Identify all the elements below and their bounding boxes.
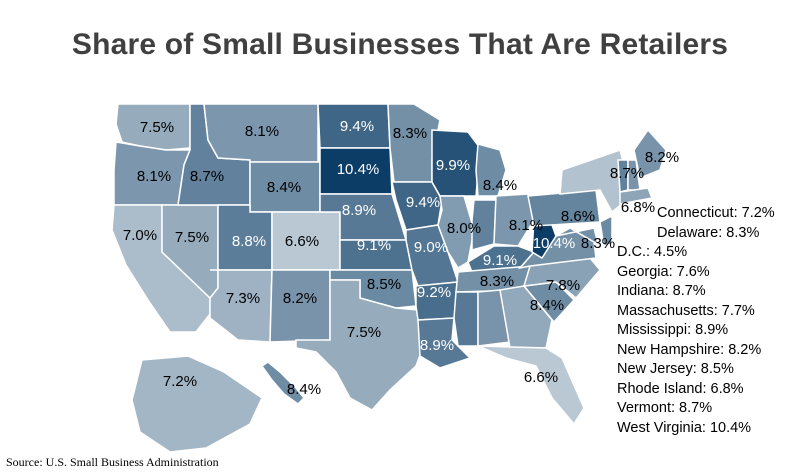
state-label-mt: 8.1% bbox=[245, 123, 279, 140]
state-oh bbox=[493, 193, 535, 247]
state-tx bbox=[295, 279, 429, 411]
state-ga bbox=[499, 285, 553, 349]
state-label-tn: 8.3% bbox=[480, 273, 514, 290]
state-md bbox=[555, 227, 600, 246]
small-state-entry: New Jersey: 8.5% bbox=[617, 361, 734, 377]
state-label-wi: 9.9% bbox=[436, 157, 470, 174]
state-label-ar: 9.2% bbox=[417, 284, 451, 301]
small-state-entry: Vermont: 8.7% bbox=[617, 400, 713, 416]
state-label-va: 8.3% bbox=[581, 235, 615, 252]
state-label-mo: 9.0% bbox=[414, 239, 448, 256]
small-state-entry: Delaware: 8.3% bbox=[657, 224, 760, 241]
state-label-ok: 8.5% bbox=[367, 276, 401, 293]
state-label-ca: 7.0% bbox=[123, 227, 157, 244]
state-me bbox=[633, 128, 667, 180]
state-label-az: 7.3% bbox=[226, 290, 260, 307]
state-nj bbox=[599, 214, 613, 247]
small-state-entry: Massachusetts: 7.7% bbox=[617, 302, 755, 319]
state-label-wv: 10.4% bbox=[533, 235, 576, 252]
state-label-ks: 9.1% bbox=[357, 237, 391, 254]
state-label-wa: 7.5% bbox=[140, 119, 174, 136]
small-state-list: Connecticut: 7.2% Delaware: 8.3% D.C.: 4.5… bbox=[617, 204, 775, 438]
state-label-fl: 6.6% bbox=[524, 369, 558, 386]
state-va bbox=[517, 227, 597, 270]
state-fl bbox=[477, 345, 585, 426]
state-in bbox=[471, 199, 497, 251]
state-label-nv: 7.5% bbox=[175, 229, 209, 246]
state-label-ak: 7.2% bbox=[163, 373, 197, 390]
state-label-nc: 7.8% bbox=[546, 277, 580, 294]
state-label-sc: 8.4% bbox=[530, 297, 564, 314]
state-label-ut: 8.8% bbox=[232, 233, 266, 250]
state-label-pa: 8.6% bbox=[561, 208, 595, 225]
state-label-wy: 8.4% bbox=[267, 179, 301, 196]
state-label-mn: 8.3% bbox=[393, 125, 427, 142]
small-state-entry: New Hampshire: 8.2% bbox=[617, 341, 762, 358]
small-state-entry: Indiana: 8.7% bbox=[617, 283, 706, 299]
state-il bbox=[437, 195, 475, 270]
small-state-entry: Rhode Island: 6.8% bbox=[617, 380, 744, 397]
state-label-me: 8.2% bbox=[645, 149, 679, 166]
small-state-entry: Connecticut: 7.2% bbox=[657, 205, 775, 221]
state-label-co: 6.6% bbox=[285, 233, 319, 250]
small-state-entry: Georgia: 7.6% bbox=[617, 263, 710, 280]
state-label-il: 8.0% bbox=[447, 220, 481, 237]
state-label-mi: 8.4% bbox=[483, 177, 517, 194]
small-state-entry: West Virginia: 10.4% bbox=[617, 419, 752, 436]
state-label-id: 8.7% bbox=[190, 168, 224, 185]
state-label-nm: 8.2% bbox=[283, 290, 317, 307]
state-label-oh: 8.1% bbox=[509, 217, 543, 234]
page-title: Share of Small Businesses That Are Retai… bbox=[71, 28, 729, 61]
state-label-ia: 9.4% bbox=[406, 194, 440, 211]
state-ma bbox=[619, 187, 654, 205]
small-state-entry: D.C.: 4.5% bbox=[617, 244, 688, 260]
small-state-entry: Mississippi: 8.9% bbox=[617, 322, 729, 338]
state-ms bbox=[453, 291, 479, 347]
state-hi bbox=[260, 361, 306, 405]
state-label-tx: 7.5% bbox=[347, 324, 381, 341]
state-ny bbox=[559, 149, 633, 214]
source-note: Source: U.S. Small Business Administrati… bbox=[6, 455, 219, 469]
state-label-ky: 9.1% bbox=[483, 252, 517, 269]
state-label-la: 8.9% bbox=[420, 337, 454, 354]
state-label-sd: 10.4% bbox=[337, 161, 380, 178]
state-ak bbox=[131, 355, 263, 453]
state-label-vt: 8.7% bbox=[610, 165, 644, 182]
state-label-ny: 6.8% bbox=[621, 199, 655, 216]
state-label-nd: 9.4% bbox=[340, 118, 374, 135]
state-label-or: 8.1% bbox=[137, 168, 171, 185]
state-label-ne: 8.9% bbox=[342, 202, 376, 219]
state-label-hi: 8.4% bbox=[287, 381, 321, 398]
